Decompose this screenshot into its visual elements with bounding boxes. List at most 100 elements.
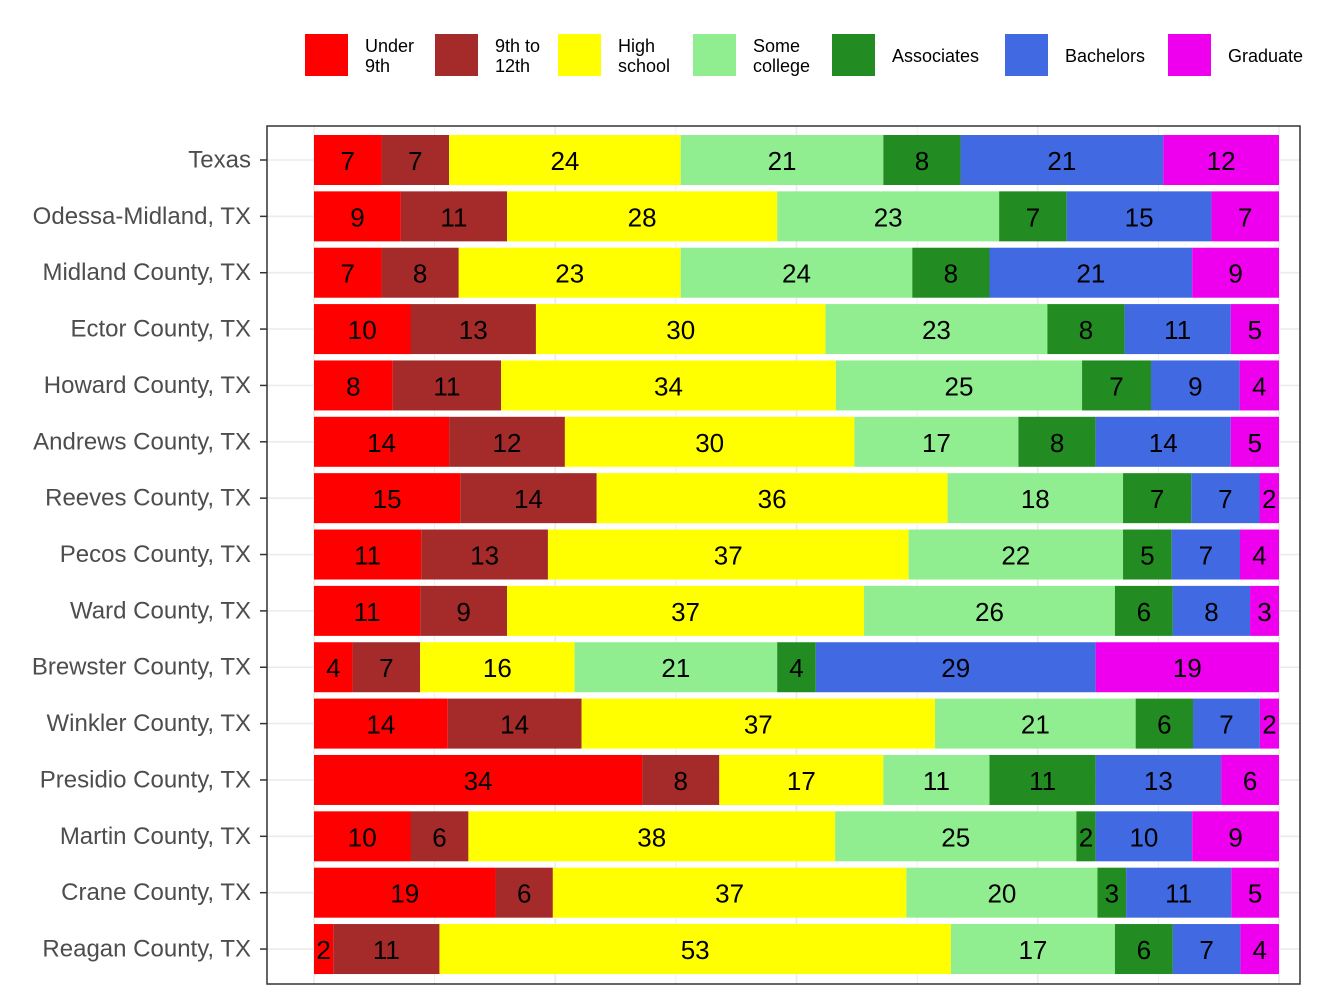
category-label: Ector County, TX <box>70 316 251 343</box>
bar-segment <box>1171 529 1241 580</box>
bar-segment <box>449 135 681 185</box>
bar-segment <box>1230 304 1279 355</box>
data-labels: 7 7 24 21 8 21 129 11 28 23 7 15 77 8 23 24 8 21 910 13 30 23… <box>316 146 1276 965</box>
legend-label: 9th to <box>495 36 540 56</box>
bar-segment <box>1082 360 1151 411</box>
bar-segment <box>564 416 855 467</box>
bar-segment <box>1047 304 1125 355</box>
data-label: 6 <box>1137 935 1151 965</box>
data-label: 53 <box>681 935 710 965</box>
bars <box>314 135 1279 975</box>
data-label: 17 <box>922 428 951 458</box>
data-label: 14 <box>367 428 396 458</box>
data-label: 6 <box>432 822 446 852</box>
legend-key <box>1005 34 1048 76</box>
data-label: 23 <box>922 315 951 345</box>
category-label: Texas <box>188 147 251 174</box>
bar-segment <box>777 642 816 693</box>
legend-label: 9th <box>365 56 390 76</box>
data-label: 9 <box>456 597 470 627</box>
data-label: 2 <box>1262 710 1276 740</box>
bar-segment <box>352 642 421 693</box>
bar-segment <box>581 698 936 749</box>
data-label: 23 <box>555 259 584 289</box>
legend-key <box>693 34 736 76</box>
data-label: 9 <box>1228 822 1242 852</box>
bar-segment <box>680 135 884 185</box>
data-label: 8 <box>413 259 427 289</box>
bar-segment <box>1095 416 1231 467</box>
category-label: Pecos County, TX <box>60 541 251 568</box>
legend-label: college <box>753 56 810 76</box>
bar-segment <box>719 754 884 805</box>
data-label: 34 <box>654 371 683 401</box>
bar-segment <box>314 247 382 298</box>
data-label: 9 <box>1228 259 1242 289</box>
bar-segment <box>381 247 459 298</box>
category-axis: Texas Odessa-Midland, TX Midland County, T… <box>32 147 267 963</box>
data-label: 6 <box>1243 766 1257 796</box>
data-label: 15 <box>373 484 402 514</box>
data-label: 13 <box>1144 766 1173 796</box>
data-label: 8 <box>1050 428 1064 458</box>
data-label: 18 <box>1021 484 1050 514</box>
data-label: 24 <box>550 146 579 176</box>
bar-segment <box>314 642 353 693</box>
bar-segment <box>1095 811 1193 862</box>
data-label: 11 <box>1165 879 1192 909</box>
data-label: 3 <box>1105 879 1119 909</box>
data-label: 7 <box>1150 484 1164 514</box>
data-label: 37 <box>671 597 700 627</box>
category-label: Andrews County, TX <box>33 428 251 455</box>
bar-segment <box>1172 924 1241 975</box>
data-label: 6 <box>517 879 531 909</box>
bar-segment <box>947 473 1124 524</box>
bar-segment <box>960 135 1164 185</box>
bar-segment <box>507 191 778 242</box>
data-label: 21 <box>1047 146 1076 176</box>
bar-segment <box>1123 529 1172 580</box>
data-label: 8 <box>346 371 360 401</box>
category-label: Howard County, TX <box>44 372 251 399</box>
data-label: 16 <box>483 653 512 683</box>
data-label: 21 <box>1021 710 1050 740</box>
bar-segment <box>314 304 411 355</box>
data-label: 2 <box>1262 484 1276 514</box>
bar-segment <box>392 360 502 411</box>
category-label: Brewster County, TX <box>32 654 251 681</box>
bar-segment <box>333 924 440 975</box>
data-label: 7 <box>1199 541 1213 571</box>
data-label: 7 <box>1238 202 1252 232</box>
bar-segment <box>854 416 1019 467</box>
bar-segment <box>1240 924 1279 975</box>
bar-segment <box>1126 867 1232 918</box>
bar-segment <box>421 529 548 580</box>
bar-segment <box>1239 360 1279 411</box>
bar-segment <box>777 191 1000 242</box>
data-label: 25 <box>945 371 974 401</box>
data-label: 37 <box>744 710 773 740</box>
bar-segment <box>1230 416 1279 467</box>
bar-segment <box>400 191 507 242</box>
data-label: 2 <box>1079 822 1093 852</box>
data-label: 11 <box>923 766 950 796</box>
bar-segment <box>381 135 450 185</box>
bar-segment <box>507 585 865 636</box>
data-label: 7 <box>1199 935 1213 965</box>
bar-segment <box>1191 473 1260 524</box>
data-label: 30 <box>666 315 695 345</box>
bar-segment <box>420 585 507 636</box>
bar-segment <box>1193 698 1260 749</box>
data-label: 11 <box>433 371 460 401</box>
data-label: 11 <box>1164 315 1191 345</box>
data-label: 6 <box>1157 710 1171 740</box>
data-label: 2 <box>316 935 330 965</box>
category-label: Winkler County, TX <box>46 710 251 737</box>
bar-segment <box>835 811 1077 862</box>
category-label: Reeves County, TX <box>45 485 251 512</box>
bar-segment <box>596 473 948 524</box>
bar-segment <box>906 867 1098 918</box>
data-label: 4 <box>1252 935 1266 965</box>
bar-segment <box>552 867 907 918</box>
